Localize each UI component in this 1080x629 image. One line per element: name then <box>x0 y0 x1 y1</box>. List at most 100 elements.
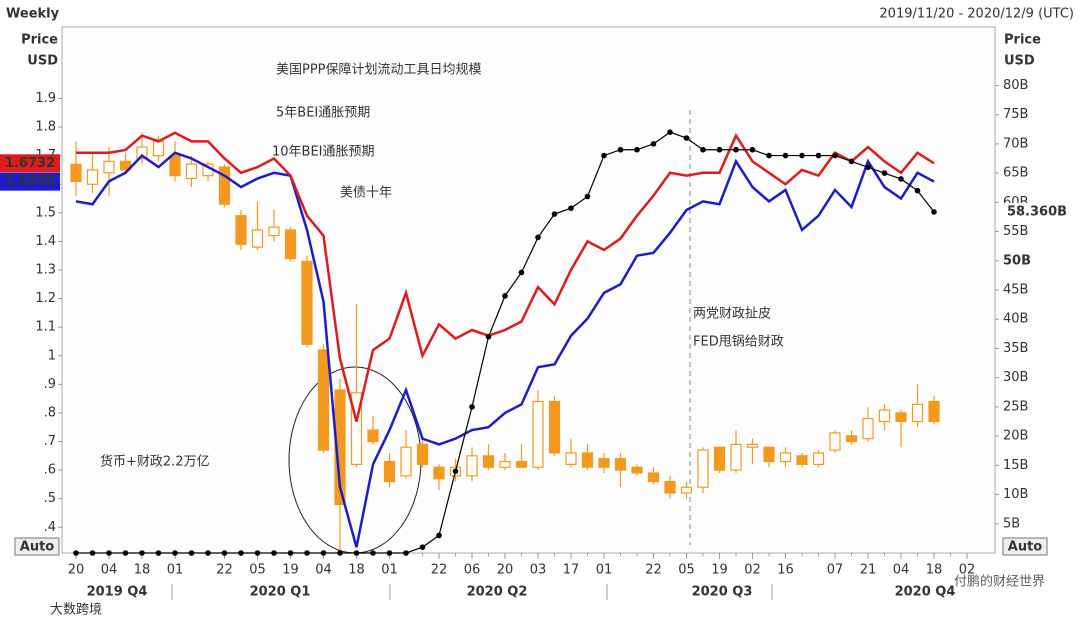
series-marker <box>172 550 178 556</box>
candle-body <box>911 403 924 423</box>
y-tick-label: .4 <box>44 520 56 535</box>
series-marker <box>881 170 888 176</box>
series-marker <box>584 193 591 200</box>
auto-button-label[interactable]: Auto <box>20 540 55 555</box>
y2-tick-label: 30B <box>1003 370 1028 385</box>
x-tick-label: 22 <box>216 563 233 578</box>
candle-body <box>515 460 528 468</box>
y2-tick-label: 35B <box>1003 341 1028 356</box>
series-marker <box>865 164 871 171</box>
value-tag <box>997 202 1077 221</box>
candle-body <box>268 226 280 237</box>
x-tick-label: 01 <box>167 563 184 578</box>
y2-tick-label: 40B <box>1003 312 1028 327</box>
candle-body <box>284 229 297 260</box>
candle-body <box>548 400 561 454</box>
series-marker <box>89 550 96 556</box>
series-label: 美国PPP保障计划流动工具日均规模 <box>276 63 482 78</box>
candle-body <box>499 460 511 468</box>
annotation: FED甩锅给财政 <box>693 334 784 350</box>
x-tick-label: 04 <box>101 563 118 578</box>
candle-body <box>482 455 495 468</box>
series-marker <box>436 532 442 539</box>
quarter-label: 2020 Q1 <box>250 585 311 600</box>
series-label: 5年BEI通胀预期 <box>276 106 370 121</box>
candle-body <box>136 146 148 160</box>
candle-body <box>895 412 907 423</box>
candle-body <box>416 443 429 465</box>
y2-tick-label: 45B <box>1003 283 1028 298</box>
candle-body <box>746 443 759 448</box>
annotation: 货币+财政2.2万亿 <box>100 454 210 470</box>
series-marker <box>634 146 640 153</box>
candle-body <box>928 400 940 423</box>
series-marker <box>650 141 657 147</box>
candle-body <box>878 409 891 423</box>
series-marker <box>601 152 607 159</box>
y-tick-label: 1.4 <box>35 234 56 249</box>
candle-body <box>334 389 346 506</box>
x-tick-label: 22 <box>645 563 662 578</box>
series-marker <box>337 550 343 556</box>
value-label: 1.6732 <box>5 156 55 171</box>
candle-body <box>697 449 709 488</box>
auto-button[interactable] <box>14 537 60 556</box>
candle-body <box>779 452 792 463</box>
series-marker <box>106 550 112 556</box>
value-tag <box>0 172 60 191</box>
series-marker <box>667 129 673 135</box>
series-marker <box>139 550 145 556</box>
y-tick-label: 1.8 <box>35 120 56 135</box>
y-tick-label: .8 <box>44 405 56 420</box>
x-tick-label: 01 <box>596 563 613 578</box>
series-marker <box>733 146 739 153</box>
series-marker <box>848 158 855 165</box>
candle-body <box>829 432 841 451</box>
series-marker <box>749 146 756 153</box>
y2-tick-label: 5B <box>1003 516 1020 531</box>
candle-body <box>433 466 445 480</box>
series-label: 10年BEI通胀预期 <box>272 145 375 160</box>
plot-area <box>61 26 996 554</box>
y-tick-label: .7 <box>44 434 56 449</box>
x-tick-label: 22 <box>431 563 448 578</box>
candle-body <box>647 472 660 483</box>
candle-body <box>119 160 132 171</box>
y-tick-label: 1.3 <box>35 262 56 277</box>
auto-button[interactable] <box>1002 537 1048 556</box>
x-tick-label: 18 <box>348 563 365 578</box>
x-tick-label: 20 <box>68 563 85 578</box>
candle-body <box>169 155 181 177</box>
series-marker <box>73 550 79 556</box>
candle-body <box>730 443 742 471</box>
header: Weekly <box>6 7 60 22</box>
x-tick-label: 03 <box>530 563 547 578</box>
series-line <box>76 131 935 422</box>
series-marker <box>221 550 228 556</box>
candle-body <box>845 435 858 443</box>
candle-body <box>581 452 594 468</box>
quarter-label: 2020 Q4 <box>895 585 956 600</box>
candle-body <box>350 392 363 465</box>
candle-body <box>614 458 627 471</box>
series-marker <box>469 404 475 410</box>
candle-body <box>70 163 82 182</box>
annotation: 两党财政扯皮 <box>693 307 771 322</box>
candle-body <box>565 452 577 465</box>
candle-body <box>598 458 610 468</box>
x-tick-label: 05 <box>678 563 695 578</box>
auto-button-label[interactable]: Auto <box>1008 540 1043 555</box>
x-tick-label: 02 <box>744 563 761 578</box>
series-marker <box>287 550 294 556</box>
candle-body <box>862 418 874 440</box>
series-marker <box>782 152 789 159</box>
candle-body <box>713 446 726 471</box>
candle-body <box>103 160 115 174</box>
series-marker <box>617 146 624 153</box>
candle-body <box>466 455 478 477</box>
series-marker <box>914 187 921 194</box>
series-marker <box>568 205 574 211</box>
y-tick-label: 1.2 <box>35 291 56 306</box>
